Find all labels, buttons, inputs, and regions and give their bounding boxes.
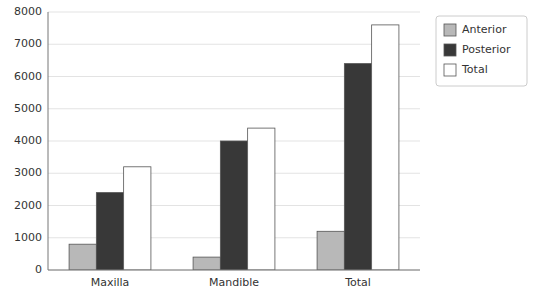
y-axis-line: [48, 12, 49, 270]
bar: [248, 128, 275, 270]
bar: [69, 244, 96, 270]
bar: [372, 25, 399, 270]
grid-line: [48, 270, 420, 271]
chart-svg: 0 1000 2000 3000 4000 5000 6000 7000 8000 Maxilla…: [0, 0, 537, 298]
y-tick-label: 2000: [14, 199, 42, 212]
bar: [193, 257, 220, 270]
legend-swatch: [444, 44, 456, 56]
legend-label: Anterior: [462, 23, 507, 36]
grid: [48, 12, 420, 270]
bars: [69, 25, 399, 270]
legend-label: Total: [461, 63, 488, 76]
x-axis-line: [48, 270, 420, 271]
legend-box: [436, 16, 527, 86]
bar: [124, 167, 151, 270]
grid-line: [48, 44, 420, 45]
grid-line: [48, 12, 420, 13]
x-tick-label: Maxilla: [91, 276, 130, 289]
y-tick-label: 3000: [14, 166, 42, 179]
y-tick-label: 0: [35, 263, 42, 276]
bar: [317, 231, 344, 270]
legend-swatch: [444, 64, 456, 76]
y-tick-label: 4000: [14, 134, 42, 147]
legend: Anterior Posterior Total: [436, 16, 527, 86]
y-axis: 0 1000 2000 3000 4000 5000 6000 7000 8000: [14, 5, 42, 276]
chart-container: 0 1000 2000 3000 4000 5000 6000 7000 8000 Maxilla…: [0, 0, 537, 298]
bar: [220, 141, 247, 270]
y-tick-label: 8000: [14, 5, 42, 18]
x-tick-label: Mandible: [209, 276, 259, 289]
y-tick-label: 7000: [14, 37, 42, 50]
y-tick-label: 1000: [14, 231, 42, 244]
x-axis: Maxilla Mandible Total: [48, 12, 420, 289]
legend-swatch: [444, 24, 456, 36]
legend-label: Posterior: [462, 43, 511, 56]
y-tick-label: 6000: [14, 70, 42, 83]
y-tick-label: 5000: [14, 102, 42, 115]
bar: [96, 193, 123, 270]
bar: [344, 64, 371, 270]
x-tick-label: Total: [344, 276, 371, 289]
